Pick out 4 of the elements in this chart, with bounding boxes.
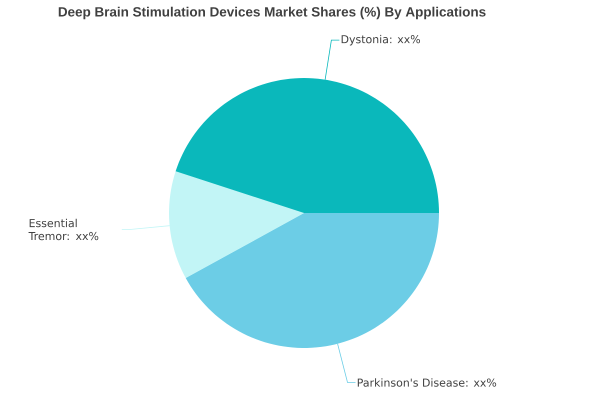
legend-label: Essential Tremor: xx% [28,218,98,240]
slice-label: Parkinson's Disease: xx% [358,378,496,387]
chart-title: Deep Brain Stimulation Devices Market Shares (%) By Applications [58,6,486,20]
slice-label: Dystonia: xx% [342,34,420,46]
